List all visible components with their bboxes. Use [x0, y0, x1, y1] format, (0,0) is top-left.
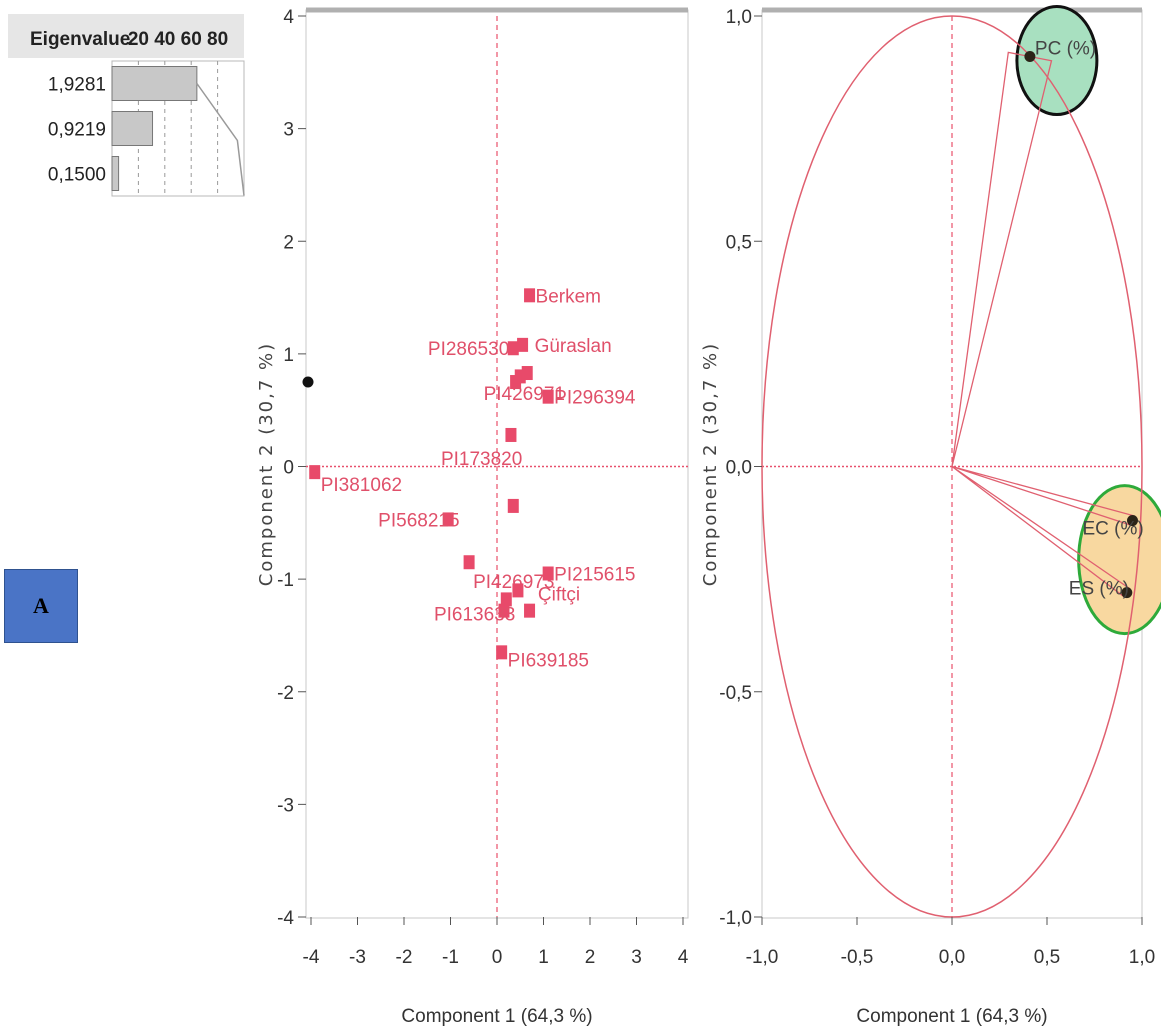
- score-point: [464, 555, 475, 569]
- eigenvalue-value: 0,1500: [48, 165, 106, 186]
- score-point-label: PI215615: [554, 564, 635, 585]
- eigenvalue-tick-label: 60: [181, 29, 202, 50]
- score-point-label: PI173820: [441, 449, 522, 470]
- loading-x-tick-label: 1,0: [1129, 947, 1155, 968]
- eigenvalue-tick-label: 80: [207, 29, 228, 50]
- loading-point-label: ES (%): [1069, 579, 1129, 600]
- score-point-label: PI381062: [321, 475, 402, 496]
- score-point-label: PI286530: [428, 339, 509, 360]
- loading-x-tick-label: 0,5: [1034, 947, 1060, 968]
- score-point: [508, 499, 519, 513]
- score-x-tick-label: 1: [538, 947, 549, 968]
- score-point: [524, 288, 535, 302]
- loading-x-tick-label: -1,0: [746, 947, 779, 968]
- score-y-tick-label: 2: [283, 232, 294, 253]
- loading-y-tick-label: -0,5: [719, 683, 752, 704]
- ec-es-highlight-ellipse: [1079, 486, 1161, 634]
- score-point: [522, 366, 533, 380]
- eigenvalue-bar: [112, 67, 197, 101]
- score-x-tick-label: -3: [349, 947, 366, 968]
- score-x-tick-label: -2: [396, 947, 413, 968]
- score-x-tick-label: 4: [678, 947, 689, 968]
- score-y-tick-label: 1: [283, 345, 294, 366]
- score-y-tick-label: 0: [283, 458, 294, 479]
- eigenvalue-tick-label: 20: [128, 29, 149, 50]
- score-x-axis-title: Component 1 (64,3 %): [401, 1006, 592, 1027]
- eigenvalue-value: 1,9281: [48, 75, 106, 96]
- score-point-label: PI639185: [508, 650, 589, 671]
- score-x-tick-label: 0: [492, 947, 503, 968]
- loading-y-tick-label: 0,5: [726, 232, 752, 253]
- score-point-label: Berkem: [536, 286, 601, 307]
- loading-y-tick-label: 0,0: [726, 458, 752, 479]
- score-y-tick-label: 4: [283, 7, 294, 28]
- score-y-axis-title: Component 2 (30,7 %): [256, 342, 277, 586]
- score-outlier-marker: [303, 377, 314, 388]
- eigenvalue-bar: [112, 157, 119, 191]
- loading-point-label: EC (%): [1083, 519, 1144, 540]
- eigenvalue-value: 0,9219: [48, 120, 106, 141]
- eigenvalue-chart: Eigenvalue 20 40 60 80 1,9281 0,9219 0,1500: [8, 14, 244, 196]
- loading-plot: PC (%) EC (%) ES (%) -1,0 -0,5 0,0 0,5 1,0 1,0 0…: [700, 7, 1161, 1027]
- score-x-tick-label: -4: [303, 947, 320, 968]
- score-point: [512, 583, 523, 597]
- score-point: [524, 604, 535, 618]
- eigenvalue-labels: 1,9281 0,9219 0,1500: [48, 75, 106, 186]
- score-point: [505, 428, 516, 442]
- score-point: [517, 338, 528, 352]
- score-point-label: PI568215: [378, 510, 459, 531]
- score-point: [309, 465, 320, 479]
- score-y-tick-label: -1: [277, 570, 294, 591]
- loading-point: [1024, 51, 1035, 62]
- loading-y-tick-label: 1,0: [726, 7, 752, 28]
- loading-x-tick-label: 0,0: [939, 947, 965, 968]
- score-point-label: PI296394: [554, 388, 636, 409]
- score-x-tick-label: 2: [585, 947, 596, 968]
- eigenvalue-bar: [112, 112, 153, 146]
- loading-y-axis-title: Component 2 (30,7 %): [700, 342, 721, 586]
- eigenvalue-tick-label: 40: [154, 29, 175, 50]
- score-y-tick-label: 3: [283, 120, 294, 141]
- loading-y-tick-label: -1,0: [719, 908, 752, 929]
- score-plot: -4 -3 -2 -1 0 1 2 3 4 4 3 2 1 0 -1 -2 -3 -4 Berkem PI28653…: [256, 7, 689, 1027]
- score-x-tick-label: 3: [631, 947, 642, 968]
- score-x-tick-label: -1: [442, 947, 459, 968]
- loading-point-label: PC (%): [1035, 39, 1096, 60]
- score-y-tick-label: -4: [277, 908, 294, 929]
- score-y-tick-label: -2: [277, 683, 294, 704]
- score-y-tick-label: -3: [277, 795, 294, 816]
- panel-label-badge: A: [4, 569, 78, 643]
- score-point-label: Güraslan: [535, 336, 612, 357]
- score-point: [543, 566, 554, 580]
- loading-x-axis-title: Component 1 (64,3 %): [856, 1006, 1047, 1027]
- score-point: [543, 390, 554, 404]
- score-point-label: PI613633: [434, 605, 515, 626]
- score-point: [496, 645, 507, 659]
- score-point-label: Çiftçi: [538, 584, 580, 605]
- eigenvalue-header: Eigenvalue: [30, 29, 130, 50]
- loading-x-tick-label: -0,5: [841, 947, 874, 968]
